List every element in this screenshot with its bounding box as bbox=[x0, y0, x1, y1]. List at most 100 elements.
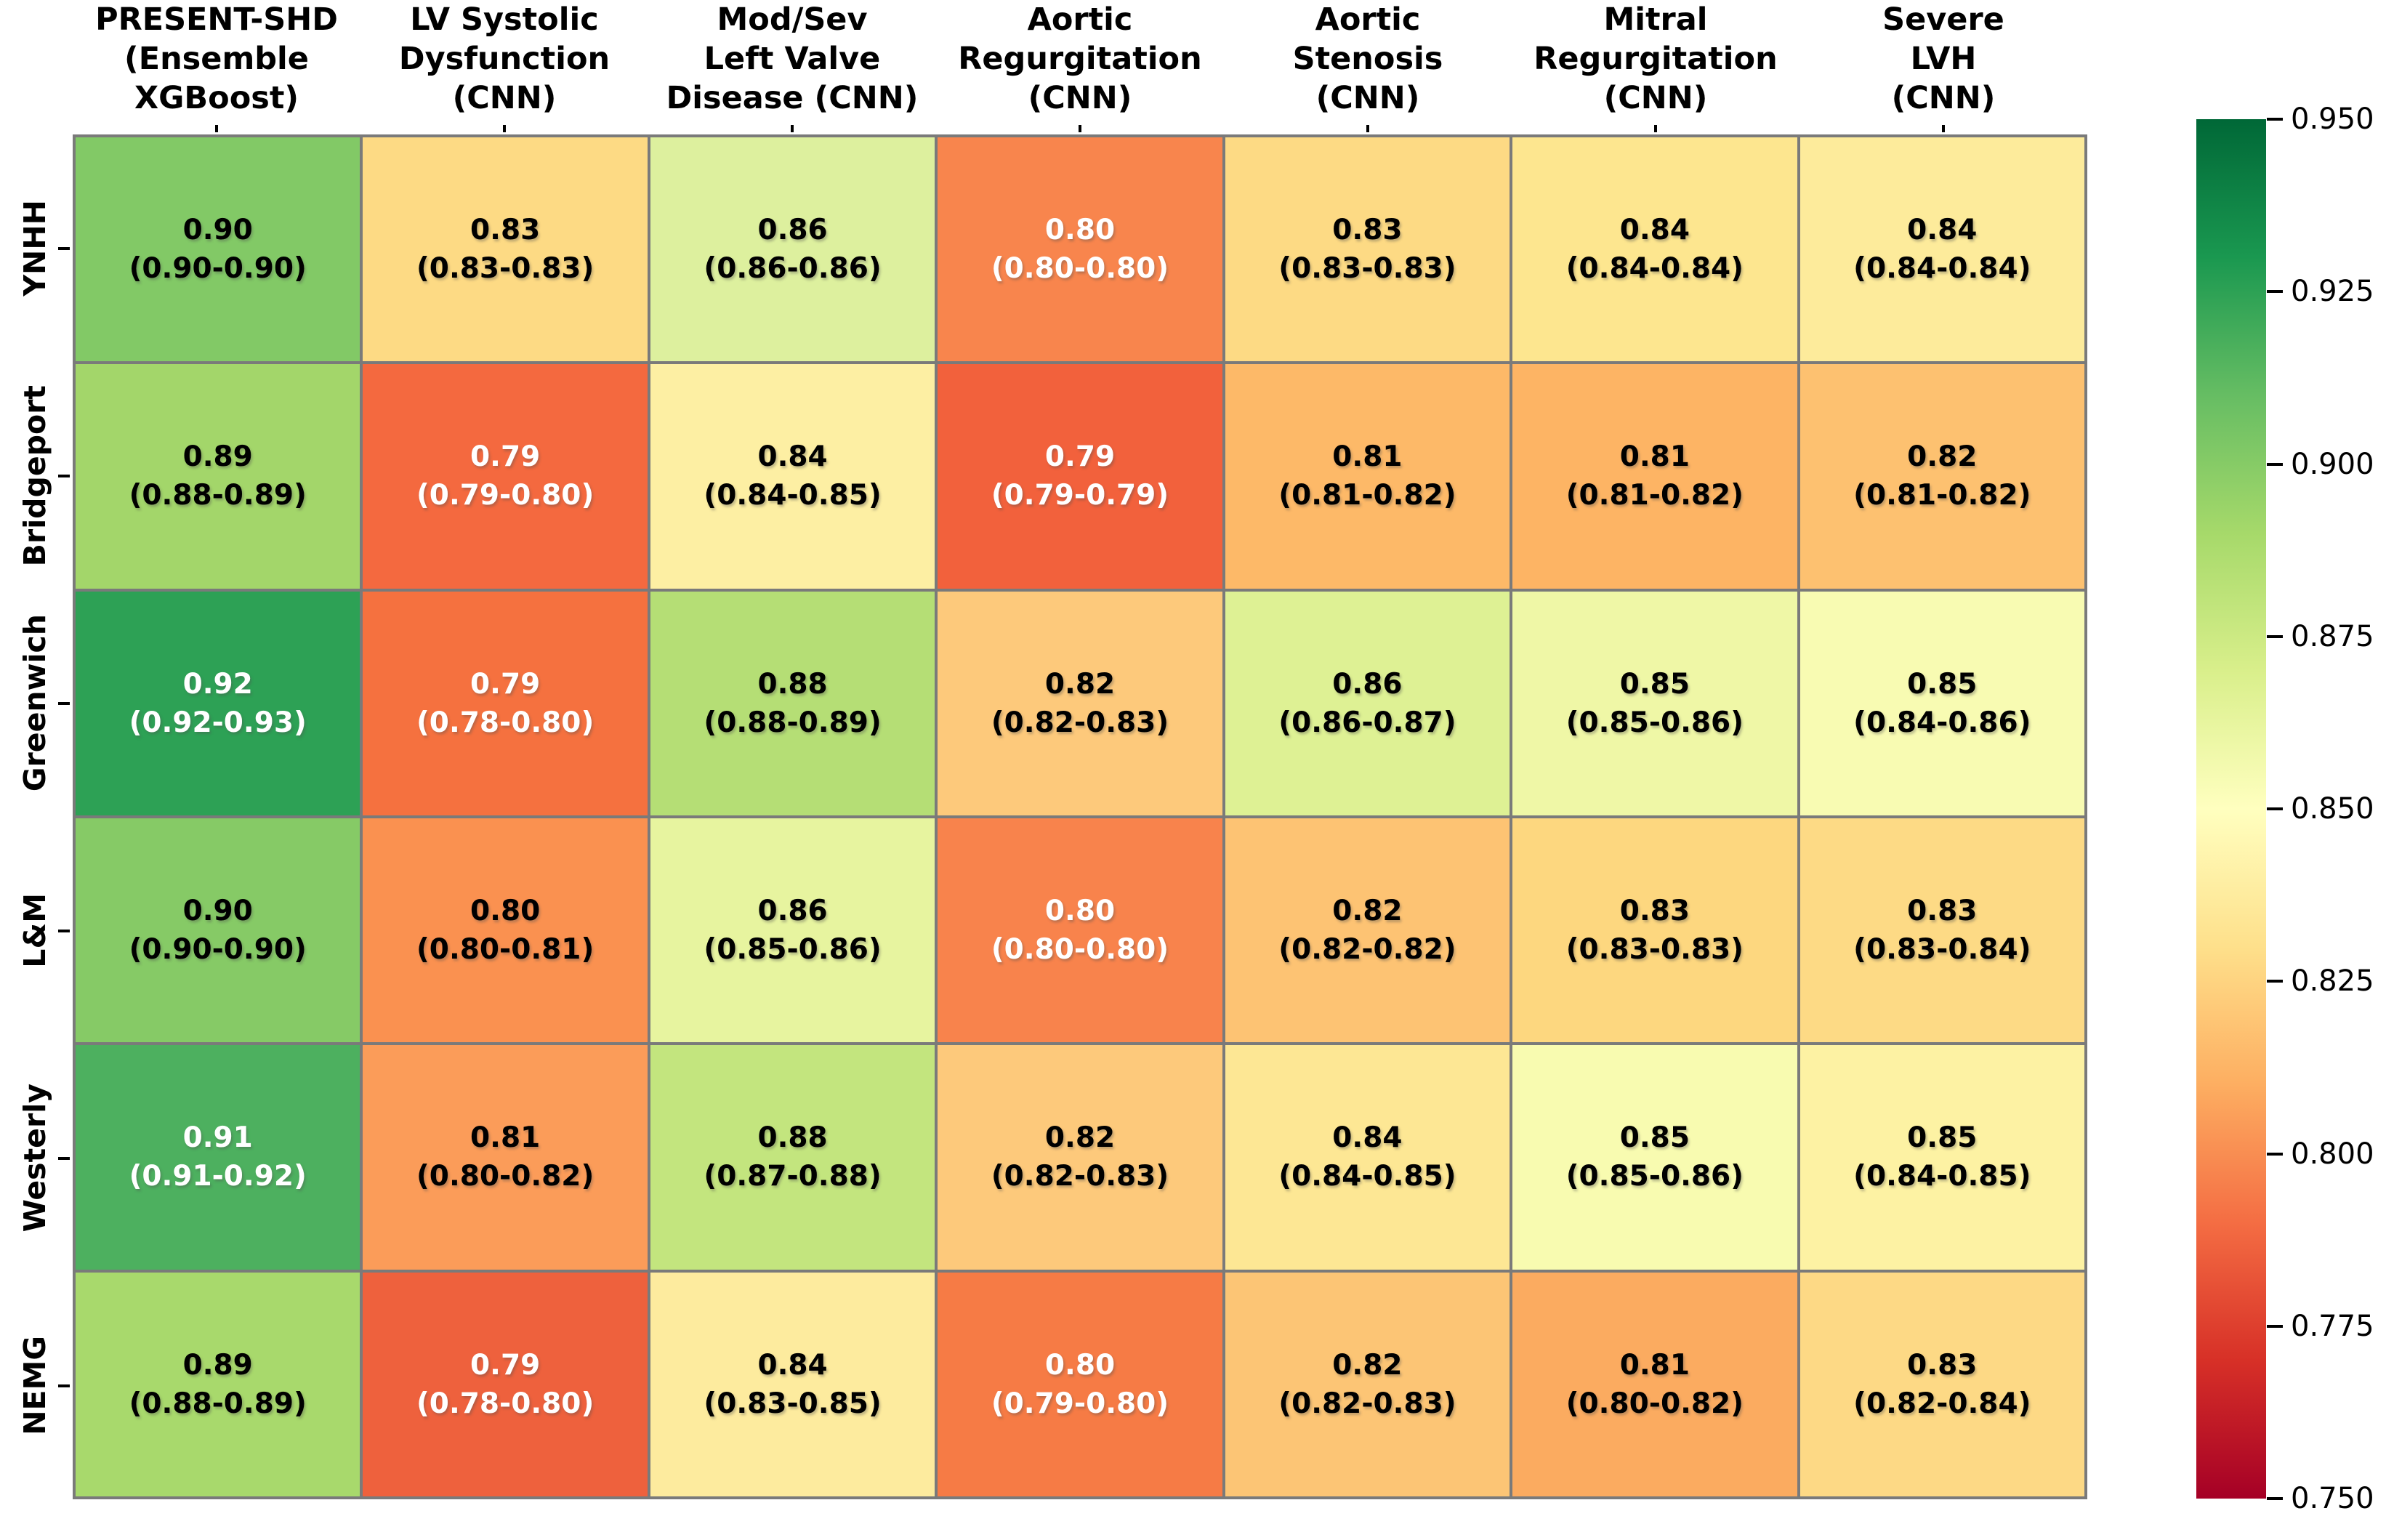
column-header-lv-systolic: LV Systolic Dysfunction (CNN) bbox=[360, 0, 648, 132]
cell-value: 0.83 bbox=[470, 214, 541, 247]
cell-value: 0.84 bbox=[1619, 214, 1690, 247]
cell-confidence-interval: (0.81-0.82) bbox=[1278, 479, 1456, 512]
heatmap-cell-greenwich-col5: 0.85 (0.85-0.86) bbox=[1512, 591, 1797, 815]
heatmap-cell-westerly-col0: 0.91 (0.91-0.92) bbox=[76, 1045, 360, 1270]
column-header-mitral: Mitral Regurgitation (CNN) bbox=[1512, 0, 1799, 132]
cell-value: 0.89 bbox=[182, 1348, 253, 1382]
column-header-aortic: Aortic Stenosis (CNN) bbox=[1224, 0, 1512, 132]
heatmap-cell-westerly-col3: 0.82 (0.82-0.83) bbox=[938, 1045, 1222, 1270]
colorbar-tick-label: 0.875 bbox=[2291, 619, 2374, 653]
cell-value: 0.82 bbox=[1332, 895, 1403, 928]
column-header-aortic: Aortic Regurgitation (CNN) bbox=[936, 0, 1224, 132]
column-header-severe: Severe LVH (CNN) bbox=[1799, 0, 2087, 132]
colorbar-tick-label: 0.750 bbox=[2291, 1482, 2374, 1515]
column-header-label: Mitral Regurgitation (CNN) bbox=[1533, 1, 1778, 116]
colorbar-tick-label: 0.900 bbox=[2291, 447, 2374, 481]
cell-confidence-interval: (0.80-0.80) bbox=[991, 252, 1169, 286]
heatmap-cell-bridgeport-col6: 0.82 (0.81-0.82) bbox=[1799, 364, 2084, 589]
column-tick-mark bbox=[503, 125, 506, 132]
heatmap-cell-nemg-col0: 0.89 (0.88-0.89) bbox=[76, 1272, 360, 1496]
cell-confidence-interval: (0.85-0.86) bbox=[1565, 706, 1744, 739]
heatmap-cell-l-m-col3: 0.80 (0.80-0.80) bbox=[938, 818, 1222, 1043]
heatmap-cell-bridgeport-col0: 0.89 (0.88-0.89) bbox=[76, 364, 360, 589]
cell-confidence-interval: (0.84-0.85) bbox=[1853, 1160, 2031, 1193]
cell-confidence-interval: (0.79-0.80) bbox=[416, 479, 595, 512]
cell-confidence-interval: (0.85-0.86) bbox=[1565, 1160, 1744, 1193]
column-header-label: LV Systolic Dysfunction (CNN) bbox=[398, 1, 610, 116]
cell-confidence-interval: (0.88-0.89) bbox=[704, 706, 882, 739]
cell-value: 0.80 bbox=[1044, 1348, 1116, 1382]
cell-confidence-interval: (0.84-0.84) bbox=[1565, 252, 1744, 286]
cell-confidence-interval: (0.90-0.90) bbox=[129, 933, 307, 967]
cell-confidence-interval: (0.83-0.83) bbox=[1278, 252, 1456, 286]
cell-confidence-interval: (0.88-0.89) bbox=[129, 1387, 307, 1420]
colorbar-tick-label: 0.950 bbox=[2291, 102, 2374, 136]
row-label-text: Bridgeport bbox=[17, 384, 52, 567]
heatmap-cell-westerly-col2: 0.88 (0.87-0.88) bbox=[650, 1045, 935, 1270]
colorbar-tick-mark bbox=[2267, 290, 2283, 294]
cell-value: 0.84 bbox=[757, 1348, 828, 1382]
column-header-mod-sev: Mod/Sev Left Valve Disease (CNN) bbox=[648, 0, 936, 132]
cell-confidence-interval: (0.81-0.82) bbox=[1853, 479, 2031, 512]
cell-value: 0.80 bbox=[1044, 214, 1116, 247]
heatmap-cell-l-m-col0: 0.90 (0.90-0.90) bbox=[76, 818, 360, 1043]
column-header-label: PRESENT-SHD (Ensemble XGBoost) bbox=[95, 1, 338, 116]
cell-confidence-interval: (0.81-0.82) bbox=[1565, 479, 1744, 512]
row-tick-mark bbox=[58, 246, 70, 250]
cell-value: 0.82 bbox=[1907, 440, 1978, 474]
row-tick-mark bbox=[58, 474, 70, 477]
heatmap-cell-bridgeport-col5: 0.81 (0.81-0.82) bbox=[1512, 364, 1797, 589]
column-tick-mark bbox=[1654, 125, 1657, 132]
colorbar-tick-label: 0.925 bbox=[2291, 275, 2374, 309]
row-label-ynhh: YNHH bbox=[0, 134, 70, 362]
column-tick-mark bbox=[215, 125, 218, 132]
column-header-present-shd: PRESENT-SHD (Ensemble XGBoost) bbox=[73, 0, 360, 132]
cell-confidence-interval: (0.83-0.83) bbox=[1565, 933, 1744, 967]
cell-value: 0.84 bbox=[757, 440, 828, 474]
cell-value: 0.85 bbox=[1907, 667, 1978, 701]
cell-confidence-interval: (0.86-0.86) bbox=[704, 252, 882, 286]
row-tick-mark bbox=[58, 1156, 70, 1160]
cell-confidence-interval: (0.80-0.82) bbox=[416, 1160, 595, 1193]
heatmap-cell-westerly-col4: 0.84 (0.84-0.85) bbox=[1225, 1045, 1510, 1270]
heatmap-cell-bridgeport-col2: 0.84 (0.84-0.85) bbox=[650, 364, 935, 589]
cell-confidence-interval: (0.84-0.85) bbox=[1278, 1160, 1456, 1193]
row-label-westerly: Westerly bbox=[0, 1044, 70, 1272]
heatmap-cell-bridgeport-col4: 0.81 (0.81-0.82) bbox=[1225, 364, 1510, 589]
cell-value: 0.86 bbox=[757, 214, 828, 247]
cell-confidence-interval: (0.78-0.80) bbox=[416, 1387, 595, 1420]
row-labels: YNHH Bridgeport Greenwich L&M Westerly NEMG bbox=[0, 134, 70, 1499]
cell-confidence-interval: (0.92-0.93) bbox=[129, 706, 307, 739]
heatmap-cell-greenwich-col1: 0.79 (0.78-0.80) bbox=[363, 591, 648, 815]
colorbar-tick-label: 0.775 bbox=[2291, 1309, 2374, 1343]
row-label-text: NEMG bbox=[17, 1336, 52, 1435]
colorbar-tick-mark bbox=[2267, 1324, 2283, 1328]
colorbar-tick-mark bbox=[2267, 807, 2283, 810]
column-header-label: Aortic Regurgitation (CNN) bbox=[958, 1, 1202, 116]
cell-confidence-interval: (0.82-0.82) bbox=[1278, 933, 1456, 967]
cell-value: 0.89 bbox=[182, 440, 253, 474]
cell-value: 0.83 bbox=[1619, 895, 1690, 928]
cell-confidence-interval: (0.80-0.80) bbox=[991, 933, 1169, 967]
colorbar bbox=[2196, 119, 2266, 1499]
cell-confidence-interval: (0.84-0.85) bbox=[704, 479, 882, 512]
row-label-text: Westerly bbox=[17, 1084, 52, 1233]
row-tick-mark bbox=[58, 701, 70, 705]
cell-value: 0.79 bbox=[470, 440, 541, 474]
cell-confidence-interval: (0.82-0.83) bbox=[1278, 1387, 1456, 1420]
heatmap-cell-bridgeport-col3: 0.79 (0.79-0.79) bbox=[938, 364, 1222, 589]
heatmap-cell-l-m-col5: 0.83 (0.83-0.83) bbox=[1512, 818, 1797, 1043]
colorbar-tick-label: 0.850 bbox=[2291, 792, 2374, 826]
cell-value: 0.91 bbox=[182, 1121, 253, 1155]
cell-confidence-interval: (0.80-0.81) bbox=[416, 933, 595, 967]
heatmap-cell-greenwich-col2: 0.88 (0.88-0.89) bbox=[650, 591, 935, 815]
cell-value: 0.83 bbox=[1907, 1348, 1978, 1382]
cell-value: 0.86 bbox=[1332, 667, 1403, 701]
cell-value: 0.90 bbox=[182, 895, 253, 928]
cell-confidence-interval: (0.79-0.79) bbox=[991, 479, 1169, 512]
heatmap-cell-greenwich-col0: 0.92 (0.92-0.93) bbox=[76, 591, 360, 815]
heatmap-grid: 0.90 (0.90-0.90) 0.83 (0.83-0.83) 0.86 (0.86-… bbox=[73, 134, 2087, 1499]
heatmap-cell-ynhh-col0: 0.90 (0.90-0.90) bbox=[76, 137, 360, 362]
heatmap-cell-l-m-col4: 0.82 (0.82-0.82) bbox=[1225, 818, 1510, 1043]
row-tick-mark bbox=[58, 1384, 70, 1387]
